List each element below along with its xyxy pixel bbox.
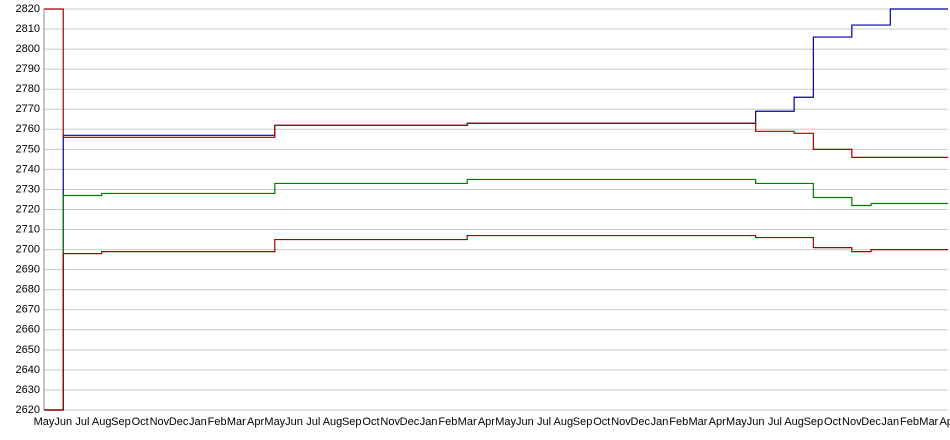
series-line [44,234,948,411]
x-tick-label: Sep [573,416,593,428]
y-tick-label: 2740 [16,163,40,175]
y-tick-label: 2700 [16,244,40,256]
x-tick-label: Apr [247,416,264,428]
x-tick-label: Apr [939,416,950,428]
y-tick-label: 2620 [16,404,40,416]
y-tick-label: 2750 [16,143,40,155]
y-tick-label: 2690 [16,264,40,276]
x-tick-label: Sep [804,416,824,428]
x-tick-label: Mar [919,416,938,428]
x-tick-label: Mar [458,416,477,428]
x-tick-label: Dec [861,416,881,428]
x-tick-label: Jun [747,416,765,428]
x-tick-label: Aug [323,416,343,428]
x-tick-label: Jan [189,416,207,428]
x-tick-label: Feb [208,416,227,428]
y-tick-label: 2650 [16,344,40,356]
x-tick-label: Oct [362,416,379,428]
x-tick-label: Jul [306,416,320,428]
x-tick-label: Oct [132,416,149,428]
series-line [44,178,948,411]
y-tick-label: 2810 [16,23,40,35]
x-tick-label: Aug [554,416,574,428]
x-tick-label: Dec [630,416,650,428]
x-tick-label: Jan [881,416,899,428]
x-tick-label: Feb [900,416,919,428]
x-tick-label: Oct [593,416,610,428]
x-tick-label: Jan [420,416,438,428]
y-tick-label: 2640 [16,364,40,376]
y-tick-label: 2780 [16,83,40,95]
x-tick-label: Nov [380,416,400,428]
x-tick-label: Jun [54,416,72,428]
x-tick-label: Feb [438,416,457,428]
y-tick-label: 2680 [16,284,40,296]
y-tick-label: 2670 [16,304,40,316]
x-tick-label: Dec [169,416,189,428]
x-tick-label: Apr [709,416,726,428]
x-tick-label: Nov [150,416,170,428]
x-tick-label: Apr [478,416,495,428]
y-tick-label: 2820 [16,3,40,15]
x-tick-label: Jul [75,416,89,428]
x-tick-label: Oct [824,416,841,428]
y-tick-label: 2770 [16,103,40,115]
x-tick-label: Nov [611,416,631,428]
x-tick-label: Jun [516,416,534,428]
x-tick-label: Jan [651,416,669,428]
x-tick-label: Jun [285,416,303,428]
x-tick-label: Sep [342,416,362,428]
x-tick-label: Aug [784,416,804,428]
x-tick-label: May [726,416,747,428]
y-tick-label: 2730 [16,183,40,195]
y-tick-label: 2800 [16,43,40,55]
y-tick-label: 2630 [16,384,40,396]
x-tick-label: Mar [688,416,707,428]
x-tick-label: Jul [537,416,551,428]
x-tick-label: May [495,416,516,428]
x-tick-label: Dec [400,416,420,428]
y-tick-label: 2710 [16,223,40,235]
series-line [44,8,948,158]
x-tick-label: Mar [227,416,246,428]
x-tick-label: May [34,416,55,428]
x-tick-label: Aug [92,416,112,428]
x-tick-label: May [264,416,285,428]
x-tick-label: Jul [768,416,782,428]
x-tick-label: Nov [842,416,862,428]
x-tick-label: Feb [669,416,688,428]
x-tick-label: Sep [111,416,131,428]
y-tick-label: 2760 [16,123,40,135]
y-tick-label: 2720 [16,203,40,215]
y-tick-label: 2660 [16,324,40,336]
y-tick-label: 2790 [16,63,40,75]
